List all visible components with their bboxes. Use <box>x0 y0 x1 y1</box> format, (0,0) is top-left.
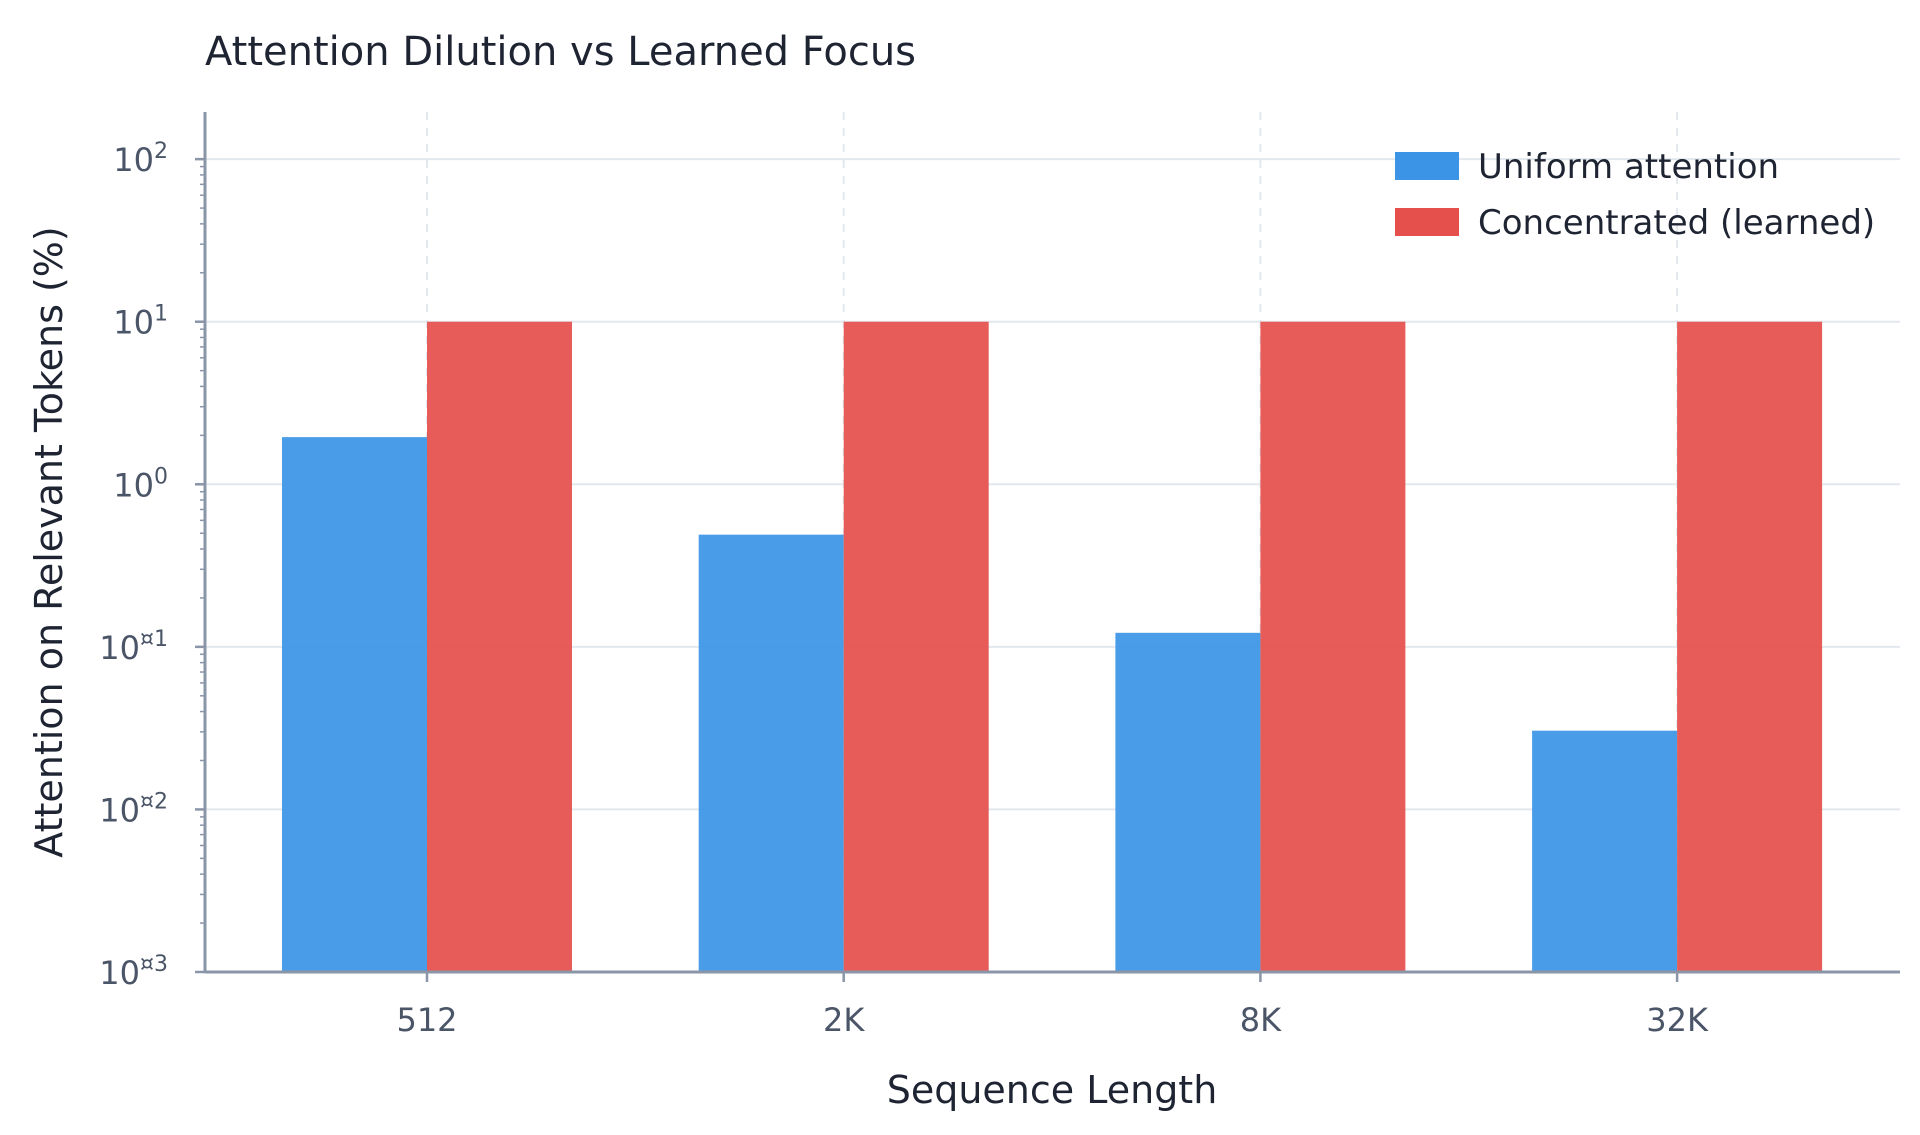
y-tick-exponent: 0 <box>154 464 168 489</box>
bar-uniform-512 <box>282 437 427 973</box>
bar-uniform-32K <box>1532 730 1678 972</box>
chart-title: Attention Dilution vs Learned Focus <box>205 29 916 75</box>
x-axis-label: Sequence Length <box>887 1068 1218 1112</box>
x-tick-label: 2K <box>823 1001 865 1039</box>
y-axis-label: Attention on Relevant Tokens (%) <box>27 226 71 857</box>
y-tick-base: 10 <box>113 141 154 179</box>
x-tick-label: 512 <box>396 1001 457 1039</box>
y-tick-label: 101 <box>113 302 168 342</box>
y-tick-base: 10 <box>99 954 140 992</box>
y-tick-exponent: ¤2 <box>140 789 168 814</box>
legend-swatch <box>1395 208 1459 236</box>
y-tick-label: 10¤1 <box>99 627 168 667</box>
bar-concentrated-2K <box>843 321 989 973</box>
y-tick-label: 102 <box>113 139 168 179</box>
legend: Uniform attention Concentrated (learned) <box>1395 147 1875 243</box>
y-tick-base: 10 <box>113 304 154 342</box>
bar-uniform-2K <box>698 534 844 972</box>
y-tick-base: 10 <box>99 791 140 829</box>
y-tick-exponent: 1 <box>154 302 168 327</box>
y-tick-base: 10 <box>113 466 154 504</box>
legend-swatch <box>1395 152 1459 180</box>
y-tick-label: 10¤2 <box>99 789 168 829</box>
legend-label: Uniform attention <box>1478 147 1779 187</box>
y-tick-exponent: ¤3 <box>140 952 168 977</box>
y-tick-label: 10¤3 <box>99 952 168 992</box>
y-tick-label: 100 <box>113 464 168 504</box>
x-tick-label: 8K <box>1240 1001 1282 1039</box>
bar-concentrated-8K <box>1260 321 1406 973</box>
bars-layer <box>282 321 1823 973</box>
bar-concentrated-512 <box>427 321 572 973</box>
y-tick-exponent: 2 <box>154 139 168 164</box>
legend-label: Concentrated (learned) <box>1478 203 1875 243</box>
x-tick-label: 32K <box>1646 1001 1709 1039</box>
bar-uniform-8K <box>1115 632 1261 972</box>
y-tick-exponent: ¤1 <box>140 627 168 652</box>
y-tick-base: 10 <box>99 629 140 667</box>
bar-concentrated-32K <box>1677 321 1823 973</box>
